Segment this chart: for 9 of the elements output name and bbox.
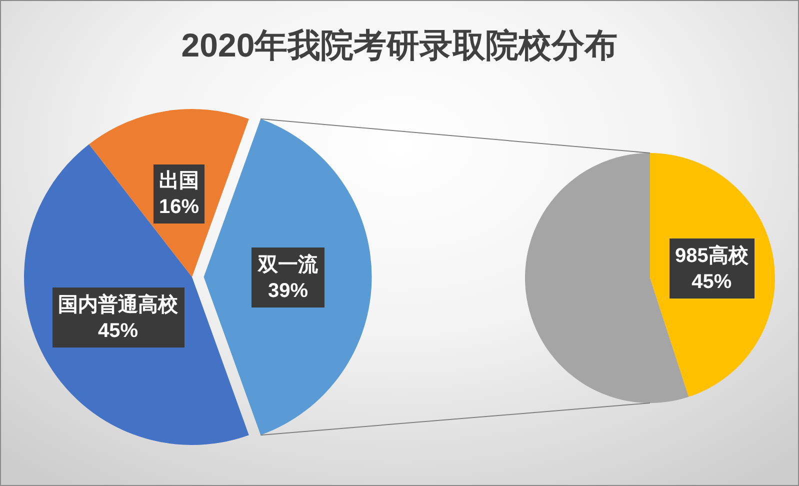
data-label: 45% bbox=[98, 320, 138, 342]
slice-label: 国内普通高校 bbox=[58, 293, 179, 316]
chart-title: 2020年我院考研录取院校分布 bbox=[181, 26, 618, 64]
data-label: 16% bbox=[159, 196, 200, 218]
slice-label: 出国 bbox=[159, 170, 200, 192]
data-label: 45% bbox=[692, 271, 732, 293]
data-label: 39% bbox=[268, 280, 308, 302]
slice-label: 985高校 bbox=[675, 244, 750, 267]
slice-label: 双一流 bbox=[257, 253, 319, 276]
